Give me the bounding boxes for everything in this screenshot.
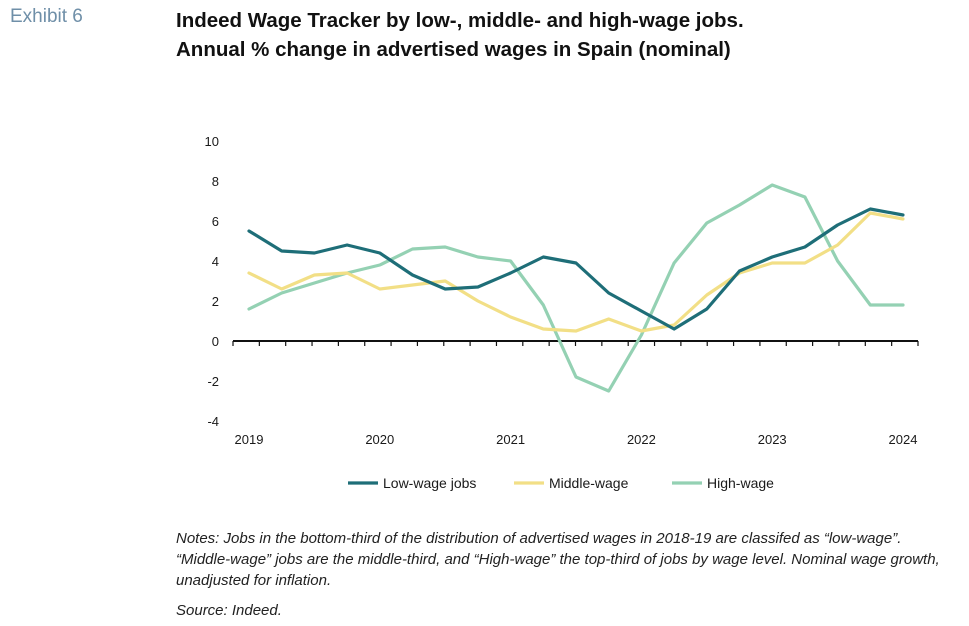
series-line-high-wage: [247, 183, 905, 393]
y-tick-label: -2: [207, 374, 219, 389]
y-tick-label: 8: [212, 174, 219, 189]
y-tick-label: 2: [212, 294, 219, 309]
x-tick-label: 2021: [496, 432, 525, 447]
line-chart: -4 -2 0 2 4 6 8 10 2019 2020 2021 2022 2023 2024 Low-w…: [205, 134, 919, 491]
y-tick-label: -4: [207, 414, 219, 429]
x-tick-label: 2022: [627, 432, 656, 447]
x-tick-label: 2020: [365, 432, 394, 447]
x-tick-label: 2019: [235, 432, 264, 447]
exhibit-label: Exhibit 6: [10, 6, 83, 27]
chart-notes: Notes: Jobs in the bottom-third of the d…: [176, 530, 940, 589]
y-tick-label: 4: [212, 254, 219, 269]
series-line-low-wage-jobs: [247, 207, 905, 331]
y-tick-label: 6: [212, 214, 219, 229]
legend-label: High-wage: [707, 475, 774, 491]
legend-label: Middle-wage: [549, 475, 629, 491]
x-tick-label: 2023: [758, 432, 787, 447]
x-tick-label: 2024: [889, 432, 918, 447]
y-tick-label: 0: [212, 334, 219, 349]
title-line-1: Indeed Wage Tracker by low-, middle- and…: [176, 9, 744, 32]
title-line-2: Annual % change in advertised wages in S…: [176, 38, 731, 61]
series-line-middle-wage: [247, 211, 905, 333]
chart-source: Source: Indeed.: [176, 602, 282, 619]
y-tick-label: 10: [205, 134, 219, 149]
chart-title: Indeed Wage Tracker by low-, middle- and…: [176, 6, 956, 64]
legend-label: Low-wage jobs: [383, 475, 476, 491]
